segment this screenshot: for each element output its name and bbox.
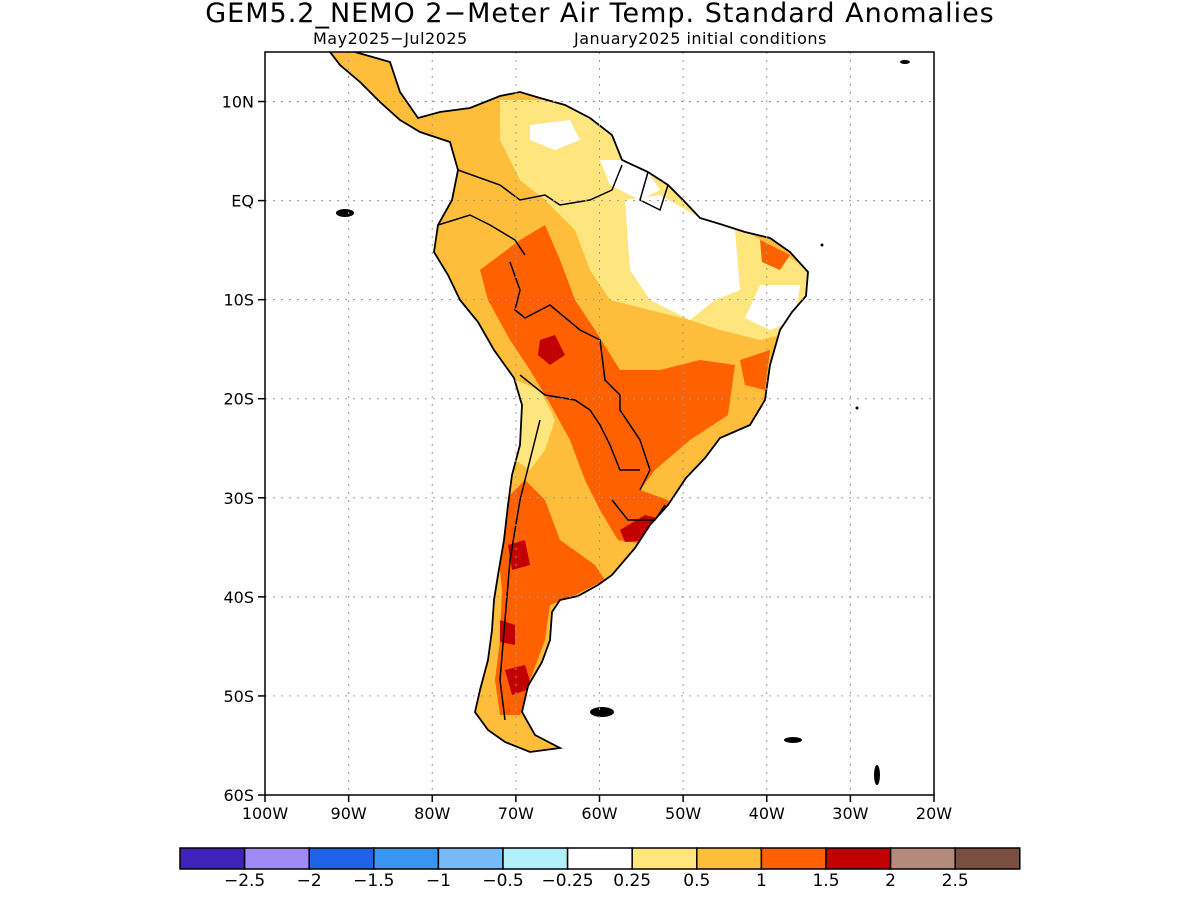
south-sandwich-islands: [874, 765, 880, 785]
anomaly-region-neutral-east: [745, 285, 800, 330]
galapagos-islands: [336, 209, 354, 217]
anomaly-region-1.5-2-chile-central: [508, 540, 530, 570]
border-guianas: [639, 171, 669, 212]
islands: [336, 60, 910, 785]
colorbar-label: 0.5: [683, 871, 710, 891]
lon-tick-label: 90W: [331, 804, 367, 823]
cape-verde-islands: [900, 60, 910, 64]
colorbar-swatch: [566, 847, 633, 870]
coastline: [329, 52, 809, 753]
chart-subtitle-period: May2025−Jul2025: [313, 29, 468, 48]
chart-title: GEM5.2_NEMO 2−Meter Air Temp. Standard A…: [205, 0, 995, 29]
border-colombia-ecuador-peru: [437, 214, 526, 256]
lat-tick-label: 30S: [223, 489, 254, 508]
colorbar-swatch: [631, 847, 698, 870]
colorbar-swatch: [825, 847, 892, 870]
lon-tick-label: 20W: [916, 804, 952, 823]
lon-tick-label: 60W: [581, 804, 617, 823]
falkland-islands: [590, 707, 614, 717]
anomaly-region-1-1.5-natal: [760, 240, 790, 270]
lat-tick-label: 60S: [223, 786, 254, 805]
border-bolivia-argentina-paraguay: [519, 374, 640, 471]
lat-tick-label: 10N: [222, 93, 254, 112]
lat-tick-label: 10S: [223, 291, 254, 310]
anomaly-region-1-1.5-central: [480, 225, 735, 545]
colorbar-label: −2.5: [224, 871, 265, 891]
colorbar-label: 0.25: [613, 871, 651, 891]
lon-tick-label: 50W: [665, 804, 701, 823]
colorbar-swatch: [889, 847, 956, 870]
colorbar-label: −1.5: [353, 871, 394, 891]
colorbar-swatch: [243, 847, 310, 870]
colorbar-label: −0.25: [542, 871, 594, 891]
lat-tick-label: EQ: [231, 192, 254, 211]
lon-tick-label: 80W: [414, 804, 450, 823]
chart-subtitle-init: January2025 initial conditions: [574, 29, 827, 48]
latitude-axis: 10N EQ 10S 20S 30S 40S 50S 60S: [222, 93, 265, 805]
lat-tick-label: 20S: [223, 390, 254, 409]
colorbar-label: 2.5: [942, 871, 969, 891]
border-uruguay: [611, 499, 666, 521]
lon-tick-label: 100W: [242, 804, 289, 823]
colorbar-label: −1: [426, 871, 451, 891]
atol-islet: [820, 243, 824, 247]
colorbar-swatch: [696, 847, 763, 870]
anomaly-region-neutral-venezuela: [530, 120, 580, 150]
border-chile-argentina: [499, 419, 541, 721]
colorbar-label: 1.5: [812, 871, 839, 891]
lat-tick-label: 40S: [223, 588, 254, 607]
colorbar-label: −2: [297, 871, 322, 891]
colorbar-swatch: [954, 847, 1021, 870]
south-georgia-island: [784, 737, 802, 743]
lon-tick-label: 30W: [832, 804, 868, 823]
colorbar-label: 1: [756, 871, 767, 891]
lon-tick-label: 70W: [498, 804, 534, 823]
trindade-islet: [855, 406, 859, 410]
colorbar-swatch: [437, 847, 504, 870]
colorbar-swatch: [502, 847, 569, 870]
lat-tick-label: 50S: [223, 687, 254, 706]
anomaly-region-neutral-brazil: [625, 195, 740, 320]
anomaly-region-1.5-2-patagonia-south: [505, 665, 532, 695]
colorbar-swatch: [760, 847, 827, 870]
lon-tick-label: 40W: [749, 804, 785, 823]
colorbar-label: −0.5: [482, 871, 523, 891]
colorbar-swatch: [373, 847, 440, 870]
longitude-axis: 100W 90W 80W 70W 60W 50W 40W 30W 20W: [242, 795, 952, 823]
anomaly-region-0.25-0.5-andes: [515, 380, 555, 470]
anomaly-region-1-1.5-east: [740, 350, 770, 390]
colorbar-swatch: [179, 847, 246, 870]
colorbar-swatch: [308, 847, 375, 870]
border-colombia-venezuela: [457, 164, 623, 206]
colorbar: −2.5 −2 −1.5 −1 −0.5 −0.25 0.25 0.5 1 1.5 2 2.5: [179, 847, 1021, 891]
anomaly-region-1-1.5-patagonia: [495, 480, 605, 715]
colorbar-label: 2: [885, 871, 896, 891]
anomaly-region-1.5-2-bolivia: [538, 335, 565, 365]
